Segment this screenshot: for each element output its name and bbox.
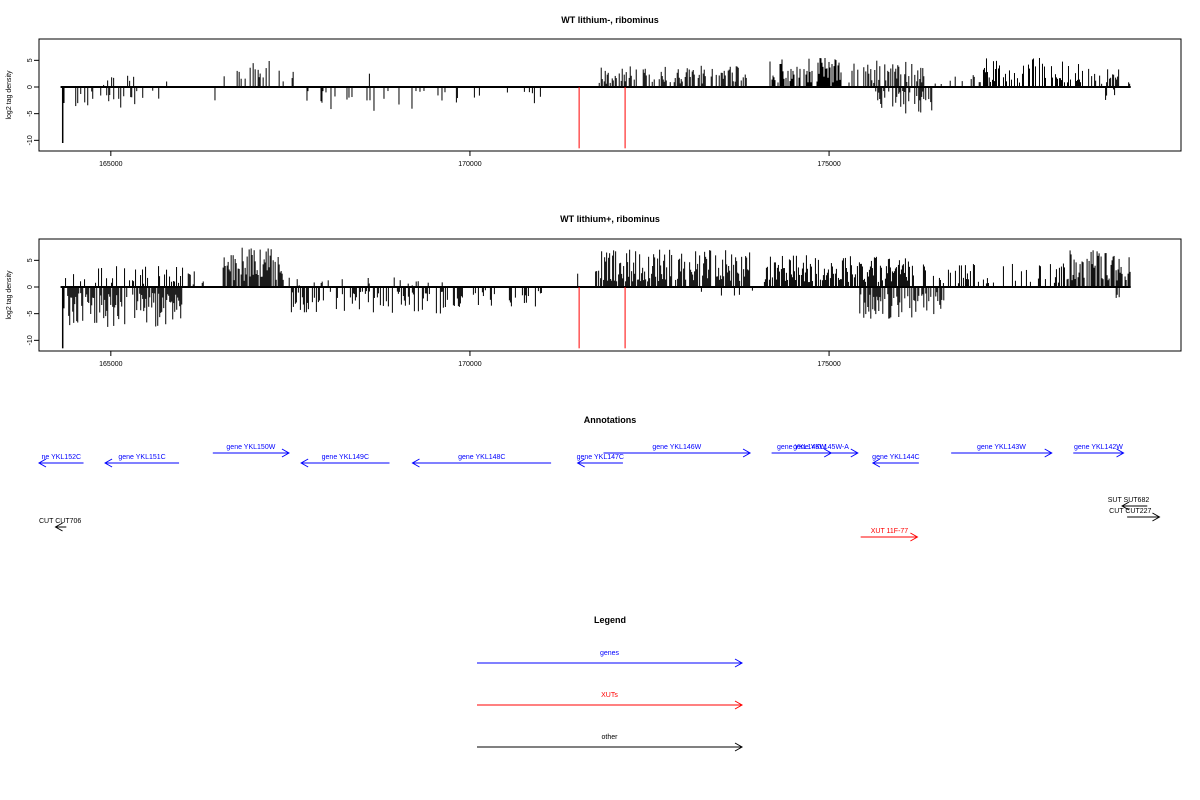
y-tick-label: 5 (27, 258, 34, 262)
annotation-feature: SUT SUT682 (1108, 497, 1150, 511)
y-axis-label: log2 tag density (6, 70, 13, 120)
x-tick-label: 165000 (99, 361, 122, 368)
y-tick-label: 0 (27, 85, 34, 89)
legend-entry: XUTs (477, 692, 744, 710)
annotation-feature: gene YKL149C (300, 454, 390, 468)
x-axis: 165000 170000 175000 (99, 351, 841, 368)
legend-entry: other (477, 734, 744, 752)
legend-label: XUTs (601, 692, 618, 699)
annotation-label: gene YKL147C (577, 454, 624, 461)
coverage-panel-lithium-plus: WT lithium+, ribominus log2 tag density … (6, 214, 1182, 368)
arrow-head (54, 522, 63, 532)
annotation-feature: gene YKL150W (212, 444, 290, 458)
annotation-label: CUT CUT706 (39, 518, 81, 525)
arrow-head (281, 448, 290, 458)
arrow-head (1116, 448, 1125, 458)
annotation-label: ne YKL152C (41, 454, 81, 461)
annotation-label: gene YKL145W (777, 444, 826, 451)
x-tick-label: 170000 (458, 161, 481, 168)
y-tick-label: -10 (27, 135, 34, 145)
y-axis: -10 -5 0 5 (27, 58, 39, 145)
annotation-label: gene YKL144C (872, 454, 919, 461)
y-tick-label: 0 (27, 285, 34, 289)
panel-title: WT lithium-, ribominus (561, 15, 659, 25)
arrow-head (300, 458, 309, 468)
annotation-feature: CUT CUT227 (1109, 508, 1161, 522)
x-tick-label: 175000 (817, 361, 840, 368)
annotation-label: gene YKL149C (322, 454, 369, 461)
annotation-label: gene YKL148C (458, 454, 505, 461)
annotation-feature: gene YKL146W (603, 444, 752, 458)
arrow-head (871, 458, 881, 468)
x-axis: 165000 170000 175000 (99, 151, 841, 168)
annotation-feature: gene YKL144C (871, 454, 920, 468)
annotation-label: gene YKL146W (652, 444, 701, 451)
arrow-head (1044, 448, 1053, 458)
annotation-label: gene YKL142W (1074, 444, 1123, 451)
annotation-feature: gene YKL151C (104, 454, 180, 468)
annotation-label: gene YKL151C (118, 454, 165, 461)
arrow-head (37, 458, 47, 468)
y-tick-label: -5 (27, 110, 34, 116)
arrow-head (734, 742, 744, 752)
x-tick-label: 165000 (99, 161, 122, 168)
annotation-feature: gene YKL145W-A (793, 444, 859, 458)
coverage-panel-lithium-minus: WT lithium-, ribominus log2 tag density … (6, 15, 1182, 168)
y-tick-label: 5 (27, 58, 34, 62)
panel-title: WT lithium+, ribominus (560, 214, 660, 224)
y-axis: -10 -5 0 5 (27, 258, 39, 345)
density-bars (60, 57, 1131, 143)
y-axis-label: log2 tag density (6, 270, 13, 320)
plot-frame (38, 38, 1182, 152)
x-tick-label: 175000 (817, 161, 840, 168)
legend: Legend genes XUTs other (477, 615, 744, 752)
annotation-feature: ne YKL152C (37, 454, 84, 468)
annotation-label: SUT SUT682 (1108, 497, 1150, 504)
y-tick-label: -5 (27, 310, 34, 316)
annotation-feature: gene YKL142W (1073, 444, 1125, 458)
annotation-label: XUT 11F-77 (871, 528, 909, 535)
legend-label: other (602, 734, 619, 741)
annotations-track: Annotations ne YKL152C gene YKL151C gene Y… (37, 415, 1161, 542)
plot-frame (38, 238, 1182, 352)
density-bars (60, 247, 1131, 349)
y-tick-label: -10 (27, 335, 34, 345)
legend-entry: genes (477, 650, 744, 668)
arrow-head (411, 458, 420, 468)
annotations-title: Annotations (584, 415, 637, 425)
arrow-head (104, 458, 113, 468)
annotation-feature: gene YKL147C (576, 454, 624, 468)
arrow-head (576, 458, 585, 468)
annotation-feature: XUT 11F-77 (860, 528, 919, 542)
annotation-feature: gene YKL148C (411, 454, 552, 468)
annotation-label: CUT CUT227 (1109, 508, 1151, 515)
annotation-feature: CUT CUT706 (39, 518, 81, 532)
legend-label: genes (600, 650, 620, 657)
annotation-feature: gene YKL143W (951, 444, 1053, 458)
annotation-label: gene YKL150W (226, 444, 275, 451)
x-tick-label: 170000 (458, 361, 481, 368)
arrow-head (742, 448, 752, 458)
arrow-head (734, 658, 744, 668)
arrow-head (1121, 501, 1130, 511)
annotation-label: gene YKL145W-A (793, 444, 849, 451)
arrow-head (1152, 512, 1161, 522)
legend-title: Legend (594, 615, 626, 625)
arrow-head (850, 448, 859, 458)
arrow-head (734, 700, 744, 710)
annotation-label: gene YKL143W (977, 444, 1026, 451)
arrow-head (910, 532, 919, 542)
marker-lines (578, 287, 626, 349)
marker-lines (578, 87, 626, 149)
